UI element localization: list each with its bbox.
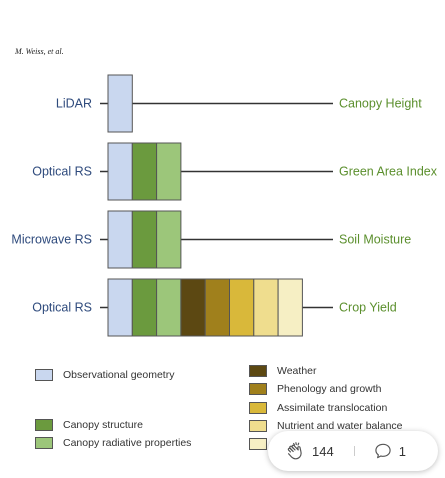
variable-block-weather	[180, 278, 206, 337]
variable-block-phenology	[204, 278, 230, 337]
author-credit: M. Weiss, et al.	[15, 47, 64, 56]
variable-block-radiative	[156, 278, 182, 337]
variable-block-radiative	[156, 210, 182, 269]
clap-icon[interactable]	[284, 440, 306, 462]
legend-label: Observational geometry	[63, 369, 175, 381]
diagram-row: Optical RS Green Area Index	[32, 142, 438, 201]
diagram-row: LiDAR Canopy Height	[56, 74, 422, 133]
legend-label: Weather	[277, 365, 317, 377]
comment-count: 1	[398, 443, 406, 459]
sensor-label: Microwave RS	[11, 233, 92, 247]
legend-item: Phenology and growth	[249, 383, 382, 395]
variable-block-structure	[131, 278, 158, 337]
target-label: Canopy Height	[339, 97, 422, 111]
legend-item: Weather	[249, 365, 317, 377]
legend-swatch	[249, 402, 267, 414]
legend-label: Phenology and growth	[277, 383, 382, 395]
diagram-row: Optical RS Crop Yield	[32, 278, 397, 337]
legend-swatch	[35, 369, 53, 381]
social-bar: 144 1	[268, 431, 438, 471]
sensor-label: Optical RS	[32, 165, 92, 179]
clap-count: 144	[312, 443, 334, 459]
legend-item: Observational geometry	[35, 369, 174, 381]
legend-swatch	[249, 365, 267, 377]
variable-block-obs	[107, 278, 133, 337]
diagram-row: Microwave RS Soil Moisture	[11, 210, 411, 269]
variable-block-structure	[131, 210, 158, 269]
legend-swatch	[35, 437, 53, 449]
legend-item	[249, 438, 277, 450]
legend-item: Assimilate translocation	[249, 402, 387, 414]
legend-label: Canopy radiative properties	[63, 437, 192, 449]
target-label: Crop Yield	[339, 301, 397, 315]
variable-block-obs	[107, 74, 133, 133]
legend-item: Nutrient and water balance	[249, 420, 403, 432]
sensor-label: Optical RS	[32, 301, 92, 315]
legend-label: Canopy structure	[63, 419, 143, 431]
legend-swatch	[249, 383, 267, 395]
variable-block-assimilate	[229, 278, 255, 337]
target-label: Green Area Index	[339, 165, 438, 179]
legend-item: Canopy radiative properties	[35, 437, 191, 449]
legend-label: Nutrient and water balance	[277, 420, 403, 432]
variable-block-obs	[107, 142, 133, 201]
variable-block-structure	[131, 142, 158, 201]
variable-block-nutrient	[253, 278, 279, 337]
comment-icon[interactable]	[373, 441, 393, 461]
target-label: Soil Moisture	[339, 233, 411, 247]
divider	[353, 446, 355, 456]
sensor-label: LiDAR	[56, 97, 92, 111]
legend-swatch	[249, 420, 267, 432]
legend-swatch	[35, 419, 53, 431]
variable-diagram: LiDAR Canopy Height Optical RS Green Area I…	[11, 74, 438, 337]
variable-block-obs	[107, 210, 133, 269]
variable-block-management	[277, 278, 303, 337]
legend-label: Assimilate translocation	[277, 402, 388, 414]
legend-swatch	[249, 438, 267, 450]
legend-item: Canopy structure	[35, 419, 143, 431]
variable-block-radiative	[156, 142, 182, 201]
